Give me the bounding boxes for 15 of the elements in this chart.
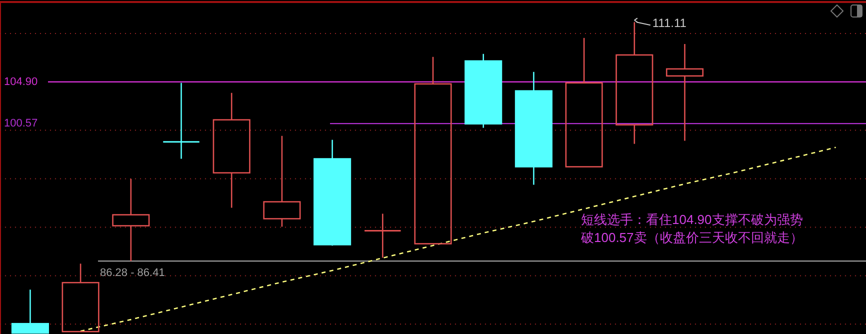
y-tick-label: 100.57 <box>4 118 38 130</box>
candlestick <box>364 213 402 258</box>
candlestick <box>666 43 704 142</box>
candlestick <box>162 82 200 160</box>
candlestick <box>212 92 250 208</box>
annotation: 破100.57卖（收盘价三天收不回就走） <box>580 230 803 245</box>
candlestick <box>514 71 552 186</box>
annotation: 短线选手：看住104.90支撑不破为强势 <box>581 212 803 227</box>
candlestick <box>464 53 502 128</box>
annotation: 111.11 <box>652 16 687 30</box>
candlestick <box>112 178 150 262</box>
ref-line-label: 86.28 - 86.41 <box>100 267 165 280</box>
line-series <box>80 146 836 332</box>
candlestick <box>616 22 654 145</box>
y-tick-label: 104.90 <box>4 76 38 88</box>
